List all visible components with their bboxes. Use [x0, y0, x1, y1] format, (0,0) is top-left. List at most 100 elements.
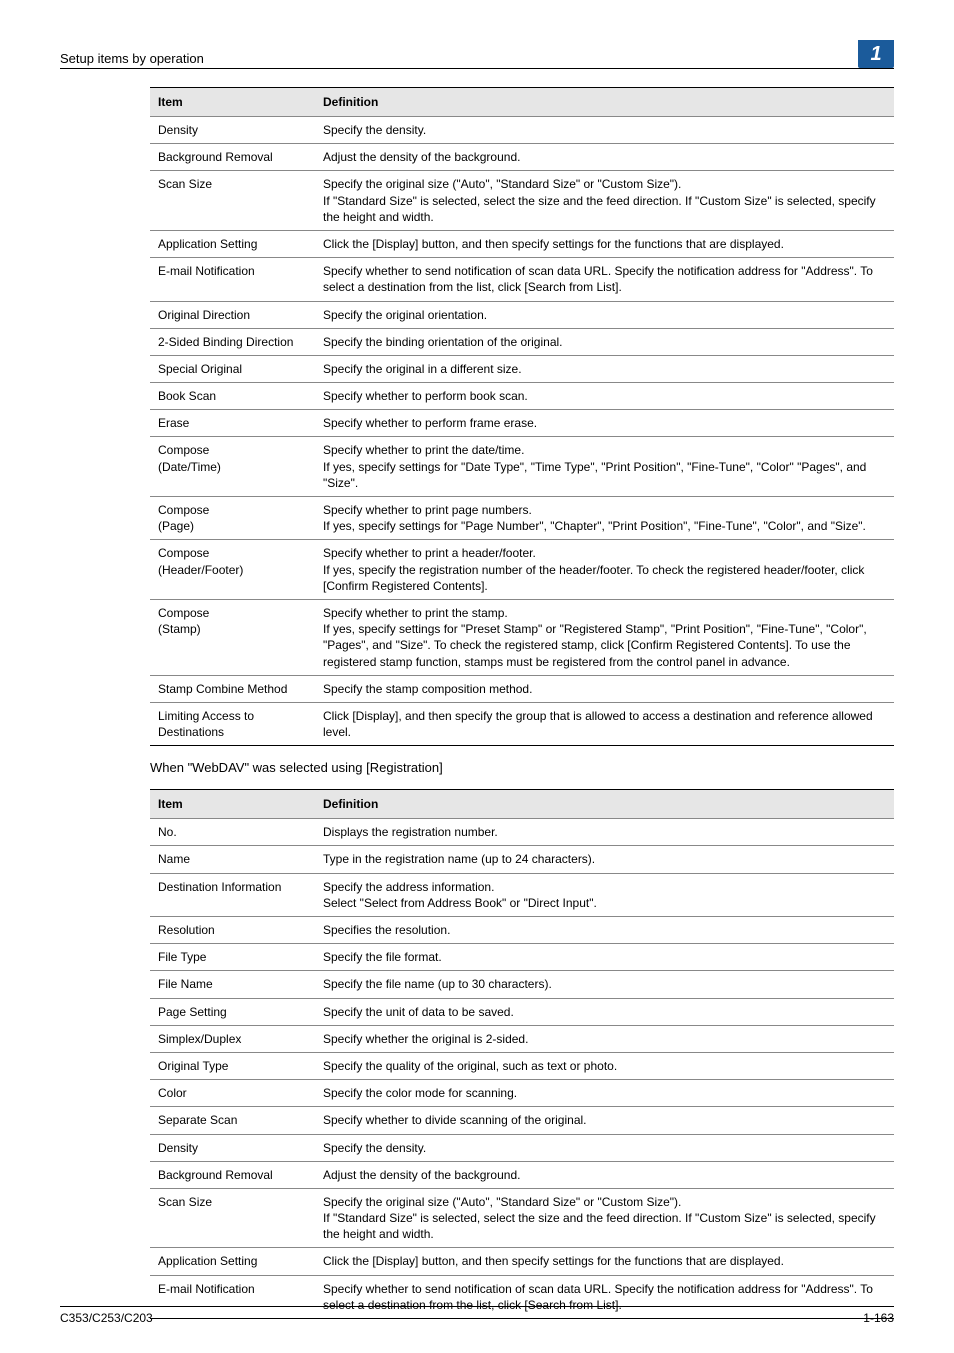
table-row: Application SettingClick the [Display] b… — [150, 1248, 894, 1275]
content-area: Item Definition DensitySpecify the densi… — [150, 87, 894, 1319]
cell-definition: Specify the density. — [315, 117, 894, 144]
cell-definition: Specify the file name (up to 30 characte… — [315, 971, 894, 998]
cell-item: Resolution — [150, 917, 315, 944]
table-row: Background RemovalAdjust the density of … — [150, 1161, 894, 1188]
table-row: E-mail NotificationSpecify whether to se… — [150, 258, 894, 301]
cell-item: Erase — [150, 410, 315, 437]
cell-definition: Specify whether to print the date/time.I… — [315, 437, 894, 497]
page-footer: C353/C253/C203 1-163 — [60, 1306, 894, 1325]
cell-definition: Specifies the resolution. — [315, 917, 894, 944]
cell-definition: Specify the stamp composition method. — [315, 675, 894, 702]
cell-definition: Specify the address information.Select "… — [315, 873, 894, 916]
header-title: Setup items by operation — [60, 51, 204, 66]
table-row: 2-Sided Binding DirectionSpecify the bin… — [150, 328, 894, 355]
cell-item: No. — [150, 819, 315, 846]
table-row: ResolutionSpecifies the resolution. — [150, 917, 894, 944]
table-row: Stamp Combine MethodSpecify the stamp co… — [150, 675, 894, 702]
cell-item: Scan Size — [150, 171, 315, 231]
cell-item: Application Setting — [150, 230, 315, 257]
table-row: Compose(Stamp)Specify whether to print t… — [150, 599, 894, 675]
table-row: NameType in the registration name (up to… — [150, 846, 894, 873]
table-row: Limiting Access to DestinationsClick [Di… — [150, 702, 894, 745]
cell-item: Name — [150, 846, 315, 873]
cell-item: Compose(Date/Time) — [150, 437, 315, 497]
cell-item: File Name — [150, 971, 315, 998]
cell-item: Application Setting — [150, 1248, 315, 1275]
col-header-item: Item — [150, 790, 315, 819]
cell-item: Simplex/Duplex — [150, 1025, 315, 1052]
cell-definition: Specify the binding orientation of the o… — [315, 328, 894, 355]
cell-definition: Specify the original size ("Auto", "Stan… — [315, 1188, 894, 1248]
cell-definition: Specify the file format. — [315, 944, 894, 971]
cell-item: Scan Size — [150, 1188, 315, 1248]
cell-item: Density — [150, 117, 315, 144]
cell-item: Special Original — [150, 355, 315, 382]
table-row: DensitySpecify the density. — [150, 1134, 894, 1161]
cell-definition: Adjust the density of the background. — [315, 144, 894, 171]
cell-definition: Displays the registration number. — [315, 819, 894, 846]
cell-definition: Specify the color mode for scanning. — [315, 1080, 894, 1107]
cell-definition: Specify the unit of data to be saved. — [315, 998, 894, 1025]
table-row: DensitySpecify the density. — [150, 117, 894, 144]
cell-definition: Click [Display], and then specify the gr… — [315, 702, 894, 745]
cell-definition: Adjust the density of the background. — [315, 1161, 894, 1188]
cell-definition: Specify whether to print the stamp.If ye… — [315, 599, 894, 675]
cell-definition: Click the [Display] button, and then spe… — [315, 1248, 894, 1275]
cell-item: E-mail Notification — [150, 258, 315, 301]
cell-item: Compose(Stamp) — [150, 599, 315, 675]
table-row: Background RemovalAdjust the density of … — [150, 144, 894, 171]
table-header-row: Item Definition — [150, 790, 894, 819]
definition-table-1: Item Definition DensitySpecify the densi… — [150, 87, 894, 746]
table2-body: No.Displays the registration number.Name… — [150, 819, 894, 1319]
table-row: Original DirectionSpecify the original o… — [150, 301, 894, 328]
page: Setup items by operation 1 Item Definiti… — [0, 0, 954, 1353]
footer-model: C353/C253/C203 — [60, 1311, 153, 1325]
col-header-definition: Definition — [315, 790, 894, 819]
cell-definition: Specify whether to perform frame erase. — [315, 410, 894, 437]
cell-definition: Specify whether the original is 2-sided. — [315, 1025, 894, 1052]
table1-body: DensitySpecify the density.Background Re… — [150, 117, 894, 746]
table-row: Separate ScanSpecify whether to divide s… — [150, 1107, 894, 1134]
cell-definition: Specify whether to send notification of … — [315, 258, 894, 301]
table-row: No.Displays the registration number. — [150, 819, 894, 846]
table-row: Special OriginalSpecify the original in … — [150, 355, 894, 382]
page-header: Setup items by operation 1 — [60, 40, 894, 69]
cell-item: 2-Sided Binding Direction — [150, 328, 315, 355]
cell-definition: Type in the registration name (up to 24 … — [315, 846, 894, 873]
cell-item: Background Removal — [150, 1161, 315, 1188]
col-header-definition: Definition — [315, 88, 894, 117]
table-row: Scan SizeSpecify the original size ("Aut… — [150, 1188, 894, 1248]
cell-definition: Specify the density. — [315, 1134, 894, 1161]
cell-item: Original Type — [150, 1052, 315, 1079]
cell-item: Original Direction — [150, 301, 315, 328]
cell-definition: Specify the original size ("Auto", "Stan… — [315, 171, 894, 231]
cell-definition: Specify the quality of the original, suc… — [315, 1052, 894, 1079]
col-header-item: Item — [150, 88, 315, 117]
table-row: ColorSpecify the color mode for scanning… — [150, 1080, 894, 1107]
cell-item: Density — [150, 1134, 315, 1161]
table-row: Destination InformationSpecify the addre… — [150, 873, 894, 916]
cell-definition: Specify the original in a different size… — [315, 355, 894, 382]
cell-item: File Type — [150, 944, 315, 971]
table-header-row: Item Definition — [150, 88, 894, 117]
cell-item: Compose(Page) — [150, 497, 315, 540]
cell-item: Color — [150, 1080, 315, 1107]
table-row: File NameSpecify the file name (up to 30… — [150, 971, 894, 998]
cell-item: Limiting Access to Destinations — [150, 702, 315, 745]
table-row: File TypeSpecify the file format. — [150, 944, 894, 971]
cell-item: Destination Information — [150, 873, 315, 916]
cell-item: Stamp Combine Method — [150, 675, 315, 702]
table-row: Simplex/DuplexSpecify whether the origin… — [150, 1025, 894, 1052]
table-row: Compose(Page)Specify whether to print pa… — [150, 497, 894, 540]
cell-definition: Specify the original orientation. — [315, 301, 894, 328]
cell-definition: Specify whether to divide scanning of th… — [315, 1107, 894, 1134]
table-row: EraseSpecify whether to perform frame er… — [150, 410, 894, 437]
cell-item: Page Setting — [150, 998, 315, 1025]
chapter-badge: 1 — [858, 40, 894, 68]
cell-item: Compose(Header/Footer) — [150, 540, 315, 600]
cell-item: Book Scan — [150, 383, 315, 410]
table-row: Page SettingSpecify the unit of data to … — [150, 998, 894, 1025]
table-row: Book ScanSpecify whether to perform book… — [150, 383, 894, 410]
table-row: Scan SizeSpecify the original size ("Aut… — [150, 171, 894, 231]
table-row: Application SettingClick the [Display] b… — [150, 230, 894, 257]
